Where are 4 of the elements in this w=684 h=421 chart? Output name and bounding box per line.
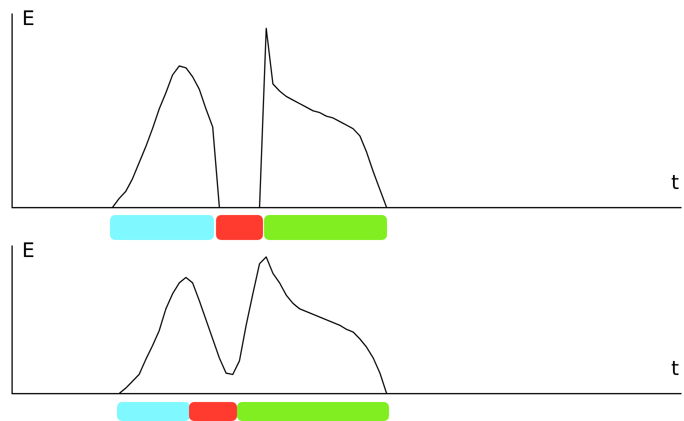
y-axis-title: E (22, 238, 35, 262)
x-axis-title: t (671, 170, 680, 194)
y-axis-title: E (22, 6, 35, 30)
x-axis-title: t (671, 356, 680, 380)
